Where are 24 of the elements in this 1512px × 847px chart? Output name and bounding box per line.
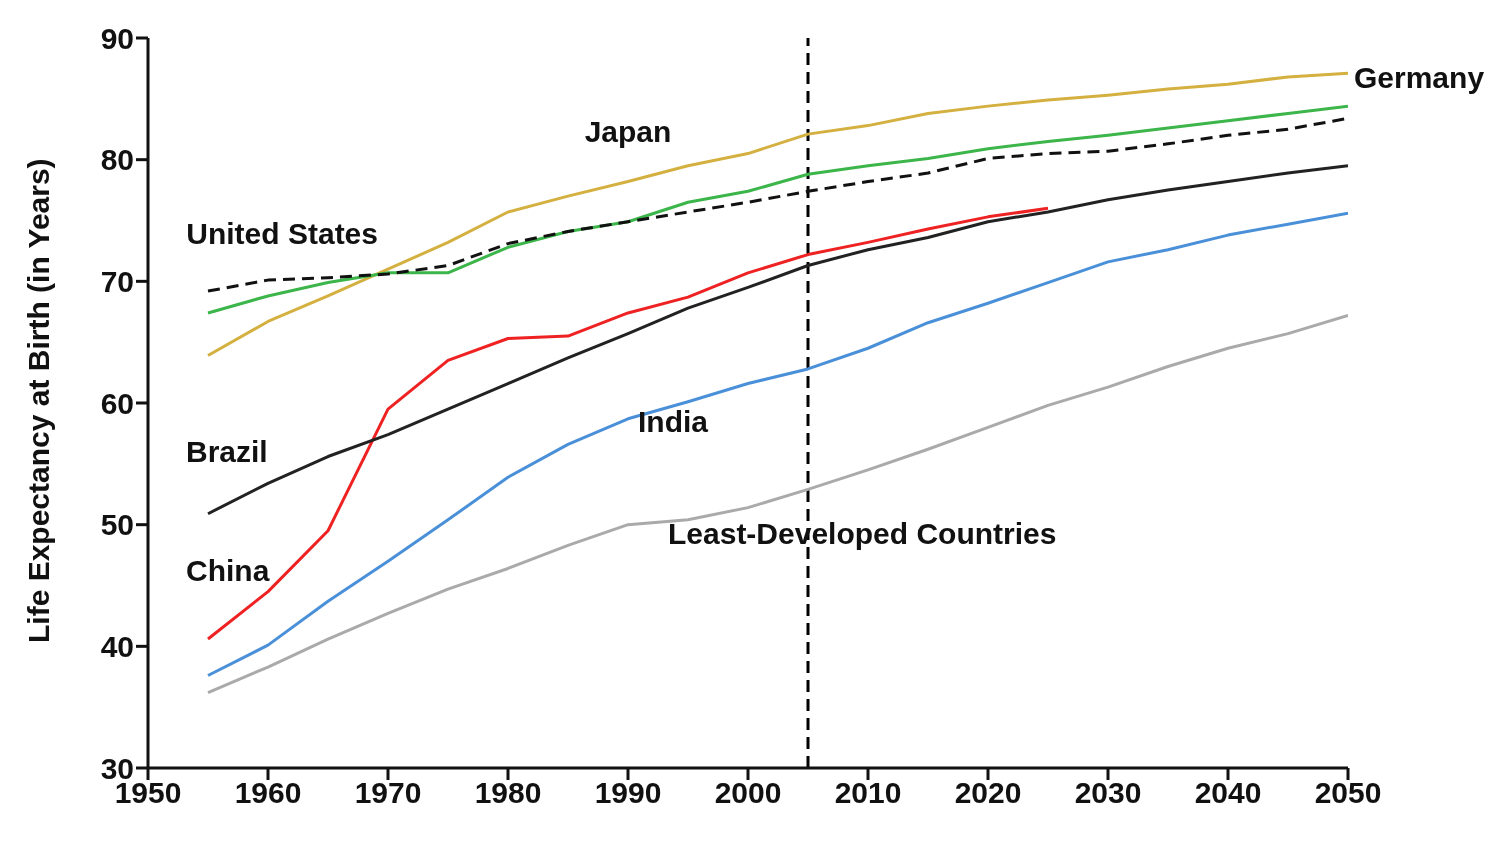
x-tick-label: 2040 <box>1194 776 1262 810</box>
x-tick-label: 1990 <box>594 776 662 810</box>
x-tick-label: 2010 <box>834 776 902 810</box>
series-label: Brazil <box>186 434 268 468</box>
x-tick-label: 2000 <box>714 776 782 810</box>
series-label: Least-Developed Countries <box>668 517 1057 551</box>
y-tick-label: 60 <box>100 386 134 420</box>
x-tick-label: 1970 <box>354 776 422 810</box>
y-axis-title: Life Expectancy at Birth (in Years) <box>21 158 55 643</box>
series-label: Germany <box>1354 61 1485 95</box>
y-tick-label: 70 <box>100 264 134 298</box>
series-label: China <box>186 554 270 588</box>
y-tick-label: 40 <box>100 629 134 663</box>
y-tick-label: 90 <box>100 21 134 55</box>
x-tick-label: 2050 <box>1314 776 1382 810</box>
y-tick-label: 80 <box>100 143 134 177</box>
x-tick-label: 1960 <box>234 776 302 810</box>
x-tick-label: 2030 <box>1074 776 1142 810</box>
series-label: Japan <box>584 114 672 148</box>
x-tick-label: 1980 <box>474 776 542 810</box>
series-label: India <box>637 404 709 438</box>
y-tick-label: 50 <box>100 508 134 542</box>
x-tick-label: 2020 <box>954 776 1022 810</box>
series-label: United States <box>186 217 378 251</box>
